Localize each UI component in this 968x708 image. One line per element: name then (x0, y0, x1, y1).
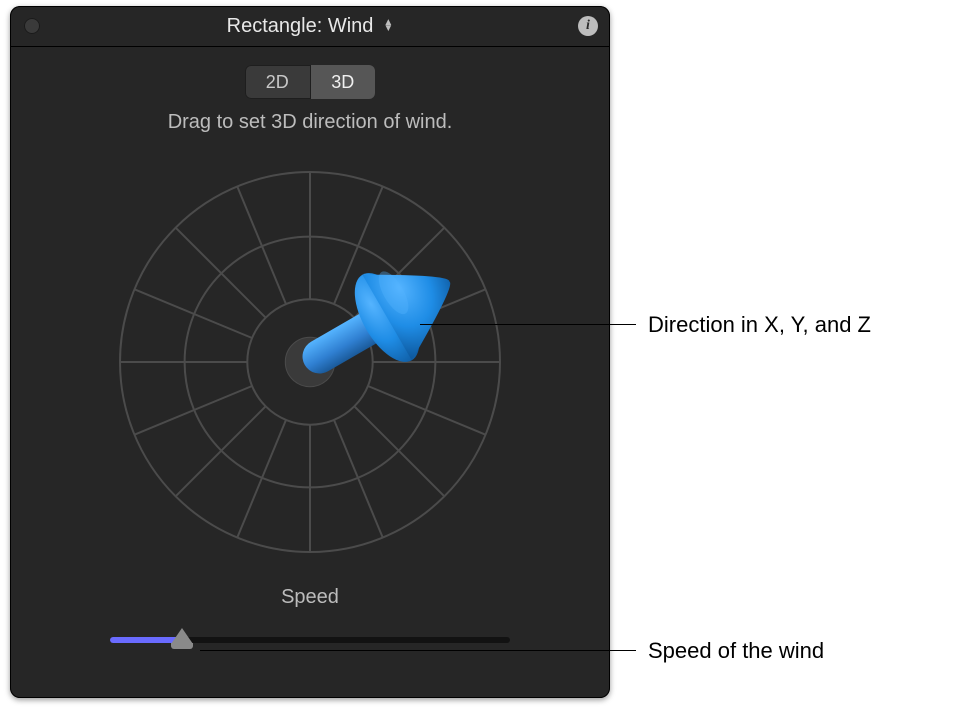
direction-dial-svg (110, 162, 510, 562)
callout-line-speed (200, 650, 636, 651)
hud-titlebar: Rectangle: Wind ▲▼ i (10, 6, 610, 47)
mode-segmented-control[interactable]: 2D 3D (245, 65, 375, 99)
chevron-updown-icon: ▲▼ (383, 20, 393, 32)
callout-text-direction: Direction in X, Y, and Z (648, 312, 871, 338)
hud-panel: Rectangle: Wind ▲▼ i 2D 3D Drag to set 3… (10, 6, 610, 698)
mode-3d-button[interactable]: 3D (310, 65, 376, 99)
info-icon[interactable]: i (578, 16, 598, 36)
speed-label: Speed (10, 586, 610, 609)
title-popup[interactable]: Rectangle: Wind ▲▼ (227, 15, 394, 38)
hint-text: Drag to set 3D direction of wind. (10, 111, 610, 134)
mode-2d-button[interactable]: 2D (245, 65, 310, 99)
close-dot[interactable] (24, 18, 40, 34)
callout-line-direction (420, 324, 636, 325)
callout-text-speed: Speed of the wind (648, 638, 824, 664)
panel-title: Rectangle: Wind (227, 15, 374, 38)
direction-dial[interactable] (110, 162, 510, 562)
